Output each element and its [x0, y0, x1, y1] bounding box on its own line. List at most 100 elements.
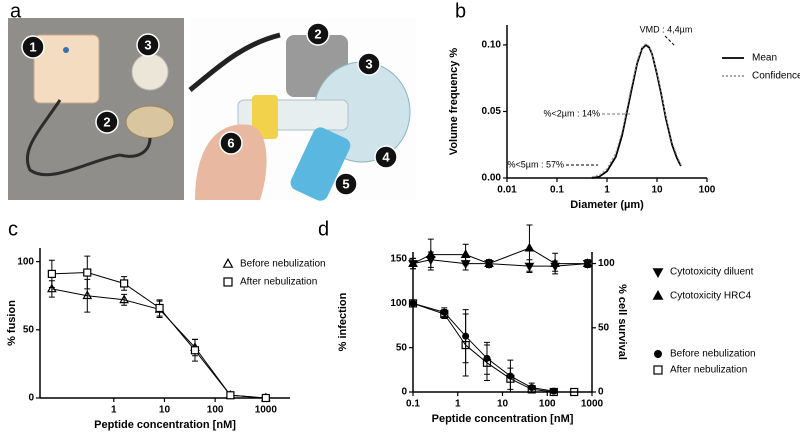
- marker: [47, 269, 56, 279]
- series-line: [591, 43, 682, 179]
- x-tick-label: 1: [604, 185, 610, 196]
- photo-label: 5: [342, 176, 349, 191]
- marker: [82, 290, 93, 300]
- photo-label: 2: [103, 114, 110, 129]
- x-tick-label: 10: [651, 185, 663, 196]
- x-axis-label: Peptide concentration [nM]: [94, 419, 236, 431]
- legend-label: Cytotoxicity HRC4: [670, 291, 752, 302]
- legend-label: Confidence: [752, 71, 800, 82]
- series-line: [412, 247, 588, 265]
- marker: [482, 358, 492, 367]
- photo-badge: [21, 35, 45, 59]
- y-tick-label: 100: [390, 298, 407, 309]
- y2-axis-label: % cell survival: [616, 284, 628, 360]
- marker: [261, 393, 270, 403]
- photo-label: 3: [365, 56, 372, 71]
- legend-label: Before nebulization: [240, 259, 326, 270]
- x-tick-label: 1000: [581, 399, 604, 410]
- y-tick-label: 0: [28, 393, 34, 404]
- y-tick-label: 0.10: [482, 40, 502, 51]
- x-tick-label: 1: [111, 405, 117, 416]
- photo-right: [188, 18, 416, 201]
- marker: [582, 258, 593, 267]
- x-tick-label: 100: [539, 399, 556, 410]
- marker: [155, 303, 164, 313]
- y2-tick-label: 50: [598, 322, 610, 333]
- marker: [550, 258, 560, 267]
- photo-label: 3: [144, 37, 151, 52]
- x-tick-label: 1000: [255, 405, 278, 416]
- annotation-arrow: [664, 35, 676, 47]
- legend-marker: [653, 365, 663, 375]
- photo-badge: [306, 22, 330, 46]
- annotation: %<2µm : 14%: [544, 108, 600, 118]
- x-tick-label: 10: [497, 399, 509, 410]
- marker: [440, 309, 449, 319]
- x-axis-label: Peptide concentration [nM]: [432, 413, 574, 425]
- error-bar: [550, 390, 557, 394]
- error-bar: [462, 313, 469, 377]
- legend-marker: [652, 289, 664, 300]
- panel-label: b: [455, 0, 466, 22]
- y-tick-label: 0: [401, 387, 407, 398]
- marker: [408, 299, 418, 308]
- marker: [190, 346, 200, 355]
- y-axis-label: Volume frequency %: [448, 48, 460, 156]
- photo-label: 2: [314, 26, 321, 41]
- x-tick-label: 10: [159, 405, 171, 416]
- legend-marker: [652, 268, 664, 279]
- y-tick-label: 50: [23, 324, 35, 335]
- photo-badge: [219, 131, 243, 155]
- error-bar: [410, 301, 416, 306]
- x-tick-label: 0.1: [550, 185, 564, 196]
- photo-badge: [136, 33, 160, 57]
- marker: [226, 391, 235, 400]
- marker: [549, 387, 558, 397]
- photo-label: 6: [227, 135, 234, 150]
- y-axis-label: % fusion: [6, 300, 18, 346]
- marker: [425, 249, 436, 258]
- series-line: [51, 271, 266, 399]
- annotation: %<5µm : 57%: [508, 159, 564, 169]
- x-tick-label: 1: [455, 399, 461, 410]
- photo-label: 4: [382, 149, 390, 164]
- y-axis-label: % infection: [337, 292, 349, 351]
- y-tick-label: 50: [396, 342, 408, 353]
- y-tick-label: 0.05: [482, 106, 502, 117]
- x-tick-label: 0.01: [497, 185, 517, 196]
- marker: [460, 249, 471, 258]
- photo-badge: [357, 52, 381, 76]
- legend-label: After nebulization: [240, 277, 317, 288]
- x-tick-label: 100: [207, 405, 224, 416]
- photo-label: 1: [29, 39, 36, 54]
- series-line: [412, 259, 588, 267]
- x-tick-label: 0.1: [406, 399, 420, 410]
- y-tick-label: 0.00: [482, 173, 502, 184]
- marker: [120, 279, 129, 288]
- marker: [506, 374, 515, 383]
- marker: [408, 258, 418, 267]
- photo-badge: [374, 145, 398, 169]
- annotation: VMD : 4,4µm: [640, 24, 693, 34]
- panel-label: a: [10, 0, 22, 22]
- photo-badge: [334, 172, 358, 196]
- x-axis-label: Diameter (µm): [570, 199, 644, 211]
- x-tick-label: 100: [699, 185, 716, 196]
- marker: [461, 340, 470, 350]
- legend-label: Cytotoxicity diluent: [670, 267, 754, 278]
- series-line: [412, 302, 575, 393]
- panel-label: c: [8, 218, 18, 240]
- series-line: [412, 302, 554, 392]
- legend-label: Mean: [752, 53, 777, 64]
- marker: [83, 268, 92, 277]
- error-bar: [507, 367, 514, 390]
- y2-tick-label: 0: [598, 387, 604, 398]
- marker: [484, 258, 494, 267]
- series-line: [591, 42, 682, 178]
- legend-marker: [654, 350, 662, 358]
- marker: [46, 283, 57, 293]
- legend-marker: [222, 257, 234, 268]
- marker: [524, 242, 535, 252]
- legend-marker: [223, 277, 233, 287]
